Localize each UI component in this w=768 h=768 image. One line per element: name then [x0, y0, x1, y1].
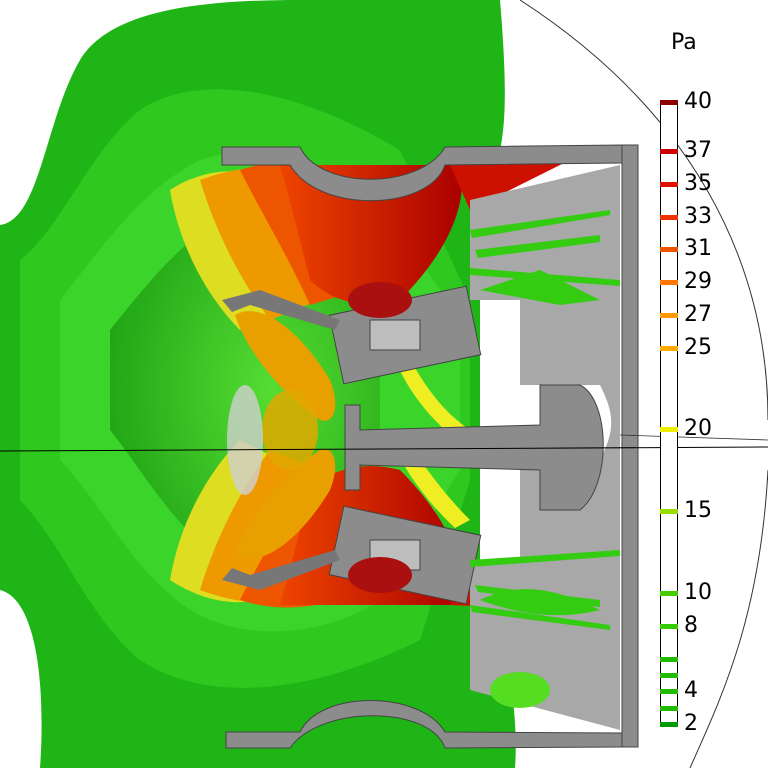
boundary-arc-lower — [689, 469, 768, 768]
legend-tick-label: 35 — [684, 170, 712, 196]
symmetry-axis — [0, 446, 768, 452]
driver-cones — [227, 311, 336, 559]
green-isosurfaces — [0, 0, 516, 768]
legend-tick-label: 2 — [684, 711, 698, 736]
legend-unit: Pa — [671, 30, 697, 55]
legend-tick-label: 8 — [684, 612, 698, 638]
legend-minor-tick — [660, 656, 678, 662]
legend-minor-tick — [660, 705, 678, 711]
boundary-arc — [519, 0, 768, 421]
legend-tick-label: 31 — [684, 236, 712, 262]
legend-tick-label: 10 — [684, 580, 712, 606]
legend-tick-mark — [660, 623, 678, 629]
legend-tick-mark — [660, 509, 678, 515]
legend-tick-mark — [660, 722, 678, 727]
legend-tick-label: 25 — [684, 334, 712, 360]
legend-tick-mark — [660, 345, 678, 351]
legend-tick-label: 40 — [684, 89, 712, 114]
color-legend-bar — [660, 100, 678, 726]
legend-tick-mark — [660, 181, 678, 187]
enclosure-section — [221, 144, 639, 749]
legend-tick-mark — [660, 591, 678, 597]
legend-tick-mark — [660, 149, 678, 155]
legend-tick-mark — [660, 280, 678, 286]
legend-tick-mark — [660, 214, 678, 220]
legend-tick-label: 20 — [684, 416, 712, 442]
legend-tick-label: 4 — [684, 678, 698, 704]
legend-tick-mark — [660, 100, 678, 105]
legend-tick-label: 33 — [684, 203, 712, 229]
legend-minor-tick — [660, 672, 678, 678]
legend-tick-mark — [660, 312, 678, 318]
interior-streamers — [470, 210, 620, 708]
legend-tick-label: 27 — [684, 301, 712, 327]
legend-tick-label: 29 — [684, 269, 712, 295]
axis-line-2 — [619, 434, 768, 441]
legend-tick-mark — [660, 689, 678, 695]
legend-tick-label: 15 — [684, 498, 712, 524]
legend-tick-label: 37 — [684, 138, 712, 164]
legend-tick-mark — [660, 247, 678, 253]
legend-tick-mark — [660, 427, 678, 433]
